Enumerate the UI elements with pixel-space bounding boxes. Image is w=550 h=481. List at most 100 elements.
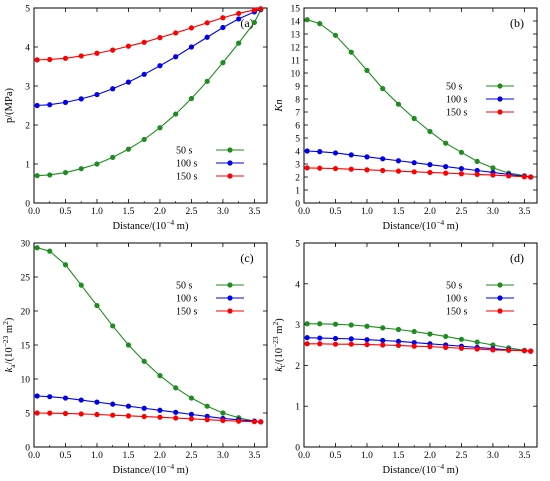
y-tick-label: 14 (291, 18, 301, 28)
y-tick-label: 4 (295, 148, 300, 158)
data-point (188, 411, 195, 417)
x-tick-label: 2.0 (154, 207, 166, 217)
data-point (506, 173, 512, 179)
y-tick-label: 12 (291, 44, 301, 54)
data-point (411, 343, 417, 349)
x-tick-label: 1.5 (123, 207, 135, 217)
data-point (157, 414, 163, 420)
data-point (141, 358, 147, 364)
series-2 (34, 410, 264, 425)
x-axis-label-exponent: −4 (436, 218, 444, 227)
y-tick-label: 13 (291, 31, 301, 41)
data-point (528, 174, 534, 180)
data-point (220, 24, 226, 31)
y-tick-label: 6 (295, 122, 300, 132)
x-tick-label: 2.5 (185, 451, 197, 461)
data-point (157, 125, 163, 131)
data-point (251, 419, 258, 425)
data-point (317, 149, 323, 155)
y-axis-label-close: ) (274, 318, 285, 322)
x-tick-label: 3.0 (487, 207, 499, 217)
x-tick-label: 0.0 (298, 207, 310, 217)
data-point (304, 321, 310, 327)
x-tick-label: 3.0 (217, 451, 229, 461)
data-point (125, 43, 132, 49)
data-point (411, 169, 417, 175)
data-point (34, 102, 40, 109)
y-tick-label: 5 (25, 410, 30, 420)
y-axis-label: kt/(10−23 m2) (271, 318, 287, 372)
y-tick-label: 4 (295, 280, 300, 290)
data-point (304, 341, 310, 347)
series-line (307, 323, 531, 352)
data-point (411, 339, 417, 346)
data-point (110, 86, 116, 92)
data-point (458, 165, 465, 172)
legend-label: 100 s (446, 294, 468, 305)
data-point (443, 344, 449, 351)
series-line (37, 8, 261, 61)
data-point (258, 419, 264, 425)
series-line (37, 395, 261, 423)
legend-label: 100 s (446, 95, 468, 106)
y-axis-label: Kn (274, 99, 285, 112)
x-axis-label-exponent: −4 (166, 462, 174, 471)
y-axis-label-unit-exponent: 2 (271, 322, 280, 326)
series-1 (34, 6, 264, 109)
x-tick-label: 3.5 (248, 207, 260, 217)
data-point (317, 335, 323, 341)
panel-label: (c) (240, 251, 253, 265)
data-point (157, 35, 163, 41)
legend-marker (497, 83, 503, 89)
x-axis-label: Distance/(10−4 m) (383, 218, 459, 232)
data-point (173, 409, 179, 415)
data-point (47, 172, 53, 178)
data-point (521, 174, 528, 180)
legend-marker (227, 308, 233, 314)
legend-marker (227, 173, 233, 179)
y-tick-label: 1 (25, 161, 30, 171)
data-point (427, 331, 433, 337)
data-point (458, 149, 465, 155)
legend-label: 50 s (446, 82, 463, 93)
data-point (204, 417, 210, 423)
x-axis-label: Distance/(10−4 m) (113, 218, 189, 232)
data-point (348, 166, 354, 172)
data-point (204, 34, 210, 40)
legend-marker (497, 109, 503, 115)
x-tick-label: 1.0 (361, 207, 373, 217)
y-tick-label: 15 (21, 342, 31, 352)
data-point (78, 53, 84, 59)
data-point (364, 341, 370, 348)
x-tick-label: 2.0 (154, 451, 166, 461)
data-point (220, 417, 226, 424)
x-tick-label: 1.0 (361, 451, 373, 461)
data-point (141, 71, 147, 77)
data-point (251, 19, 258, 26)
x-tick-label: 1.5 (393, 207, 405, 217)
data-point (125, 79, 132, 85)
data-point (204, 403, 210, 409)
y-tick-label: 2 (25, 122, 30, 132)
legend-marker (227, 295, 233, 301)
data-point (94, 411, 100, 418)
legend-label: 150 s (446, 307, 468, 318)
x-tick-label: 0.5 (60, 207, 72, 217)
data-point (173, 111, 179, 117)
data-point (395, 168, 402, 174)
data-point (173, 385, 179, 391)
data-point (157, 373, 163, 379)
y-axis-label-exponent: −23 (1, 335, 10, 347)
series-line (37, 412, 261, 423)
data-point (62, 99, 69, 105)
y-tick-label: 25 (21, 274, 31, 284)
y-axis-label-subscript: a (8, 364, 17, 368)
data-point (47, 56, 53, 63)
legend-marker (497, 96, 503, 102)
x-tick-label: 1.5 (123, 451, 135, 461)
series-1 (34, 393, 264, 425)
series-line (37, 247, 261, 423)
series-0 (34, 7, 264, 179)
data-point (380, 337, 386, 344)
